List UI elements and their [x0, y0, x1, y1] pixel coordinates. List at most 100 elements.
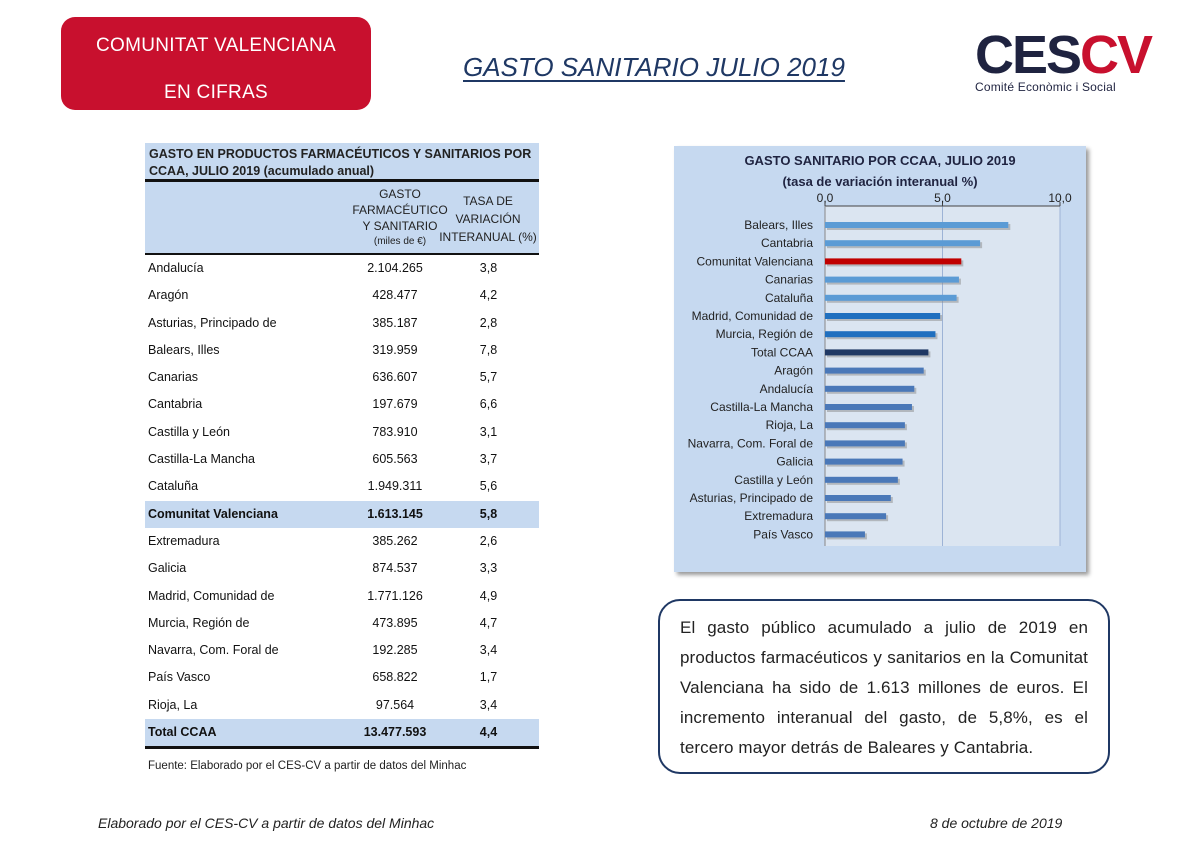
spending-table: GASTO EN PRODUCTOS FARMACÉUTICOS Y SANIT… [145, 143, 539, 750]
table-row: Cataluña 1.949.311 5,6 [145, 473, 539, 500]
category-label: Navarra, Com. Foral de [688, 436, 814, 450]
x-tick-label: 0,0 [817, 191, 834, 205]
section-badge: COMUNITAT VALENCIANA EN CIFRAS [61, 17, 371, 110]
cescv-logo: CESCV Comité Econòmic i Social [975, 25, 1153, 98]
row-name: Murcia, Región de [148, 615, 250, 630]
row-name: Aragón [148, 288, 189, 303]
bar-chart: GASTO SANITARIO POR CCAA, JULIO 2019 (tas… [674, 146, 1086, 572]
chart-svg: GASTO SANITARIO POR CCAA, JULIO 2019 (tas… [688, 153, 1072, 546]
x-tick-label: 10,0 [1048, 191, 1072, 205]
row-rate: 1,7 [479, 670, 498, 685]
bar [825, 313, 941, 319]
row-rate: 2,6 [479, 533, 498, 548]
badge-line-1: COMUNITAT VALENCIANA [95, 35, 336, 56]
table-row: Rioja, La 97.564 3,4 [145, 692, 539, 719]
row-name: Madrid, Comunidad de [148, 588, 275, 603]
row-rate: 3,3 [479, 561, 498, 576]
category-label: Asturias, Principado de [690, 491, 814, 505]
header-rate-l3: INTERANUAL (%) [439, 230, 537, 244]
footer-date: 8 de octubre de 2019 [930, 815, 1063, 831]
bar [825, 385, 915, 392]
row-value: 783.910 [372, 424, 418, 439]
bar [825, 440, 905, 447]
table-row: Madrid, Comunidad de 1.771.126 4,9 [145, 583, 539, 610]
logo-ces: CES [975, 25, 1082, 85]
bar [825, 222, 1009, 228]
table-row: Andalucía 2.104.265 3,8 [145, 255, 539, 282]
bar [825, 331, 936, 338]
header-spending-l3: Y SANITARIO [362, 219, 438, 233]
category-label: Cataluña [765, 291, 813, 305]
bar [825, 531, 865, 538]
header-spending: GASTO FARMACÉUTICO Y SANITARIO (miles de… [340, 186, 460, 250]
row-value: 1.949.311 [367, 479, 423, 494]
x-tick-label: 5,0 [934, 191, 951, 205]
row-rate: 5,6 [479, 479, 498, 494]
category-label: Castilla-La Mancha [710, 400, 813, 414]
row-value: 1.613.145 [367, 506, 423, 521]
row-name: Navarra, Com. Foral de [148, 643, 279, 658]
table-row: Canarias 636.607 5,7 [145, 364, 539, 391]
row-value: 473.895 [372, 615, 418, 630]
category-label: Extremadura [744, 509, 813, 523]
table-row: Extremadura 385.262 2,6 [145, 528, 539, 555]
category-label: Canarias [765, 273, 813, 287]
page-title: GASTO SANITARIO JULIO 2019 [463, 52, 845, 82]
footer-credit: Elaborado por el CES-CV a partir de dato… [98, 815, 435, 831]
category-label: Andalucía [760, 382, 814, 396]
row-name: Balears, Illes [148, 342, 220, 357]
row-rate: 4,2 [479, 288, 498, 303]
table-row: Aragón 428.477 4,2 [145, 282, 539, 309]
row-name: Comunitat Valenciana [148, 506, 278, 521]
row-name: Galicia [148, 561, 187, 576]
row-name: Cataluña [148, 479, 199, 494]
row-rate: 5,8 [479, 506, 498, 521]
bar [825, 276, 959, 283]
bar [825, 367, 924, 374]
row-value: 385.262 [372, 533, 418, 548]
row-value: 197.679 [372, 397, 418, 412]
bar [825, 495, 891, 501]
row-rate: 4,4 [479, 725, 498, 740]
bar [825, 258, 962, 265]
table-source: Fuente: Elaborado por el CES-CV a partir… [148, 760, 467, 772]
row-value: 385.187 [372, 315, 418, 330]
row-rate: 4,9 [479, 588, 498, 603]
chart-subtitle: (tasa de variación interanual %) [782, 174, 977, 189]
row-name: Castilla-La Mancha [148, 452, 255, 467]
table-body: Andalucía 2.104.265 3,8 Aragón 428.477 4,2 Ast… [145, 255, 539, 750]
row-value: 2.104.265 [367, 261, 423, 275]
row-value: 605.563 [372, 452, 418, 467]
row-value: 874.537 [372, 561, 418, 576]
table-row: Navarra, Com. Foral de 192.285 3,4 [145, 637, 539, 664]
bar [825, 458, 903, 465]
bar [825, 294, 957, 301]
table-row: Castilla y León 783.910 3,1 [145, 419, 539, 446]
row-name: Total CCAA [148, 725, 217, 740]
row-value: 1.771.126 [367, 588, 423, 603]
category-label: Rioja, La [766, 418, 814, 432]
row-rate: 2,8 [479, 315, 498, 330]
table-row: Total CCAA 13.477.593 4,4 [145, 719, 539, 750]
row-rate: 7,8 [479, 342, 498, 357]
row-rate: 5,7 [479, 370, 498, 385]
table-row: Castilla-La Mancha 605.563 3,7 [145, 446, 539, 473]
header-spending-unit: (miles de €) [373, 236, 427, 247]
table-row: Cantabria 197.679 6,6 [145, 391, 539, 418]
bar [825, 422, 905, 429]
row-rate: 6,6 [479, 397, 498, 412]
header-spending-l2: FARMACÉUTICO [352, 203, 448, 217]
bar [825, 240, 981, 247]
row-name: Extremadura [148, 533, 220, 548]
row-value: 97.564 [375, 697, 415, 712]
table-title: GASTO EN PRODUCTOS FARMACÉUTICOS Y SANIT… [145, 143, 539, 179]
badge-line-2: EN CIFRAS [163, 82, 269, 103]
category-label: Balears, Illes [744, 218, 813, 232]
row-rate: 3,7 [479, 452, 498, 467]
table-row: Murcia, Región de 473.895 4,7 [145, 610, 539, 637]
category-label: Comunitat Valenciana [696, 254, 813, 268]
row-rate: 3,4 [479, 643, 498, 658]
logo-subtitle: Comité Econòmic i Social [975, 80, 1116, 94]
table-header: GASTO FARMACÉUTICO Y SANITARIO (miles de… [145, 179, 539, 255]
row-value: 319.959 [372, 342, 418, 357]
